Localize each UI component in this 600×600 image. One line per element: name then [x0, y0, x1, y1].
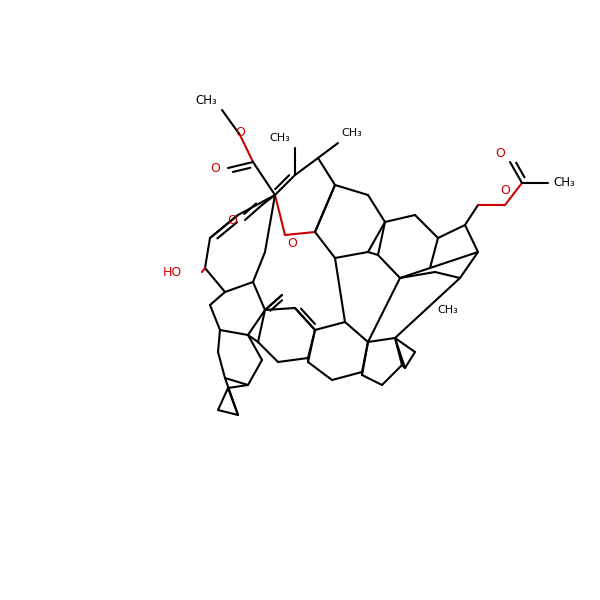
Text: CH₃: CH₃: [553, 176, 575, 190]
Text: CH₃: CH₃: [269, 133, 290, 143]
Text: O: O: [227, 214, 237, 226]
Text: CH₃: CH₃: [437, 305, 458, 315]
Text: CH₃: CH₃: [341, 128, 362, 138]
Text: O: O: [235, 127, 245, 139]
Text: CH₃: CH₃: [195, 94, 217, 107]
Text: O: O: [500, 184, 510, 197]
Text: HO: HO: [163, 265, 182, 278]
Text: O: O: [287, 237, 297, 250]
Text: O: O: [210, 161, 220, 175]
Text: O: O: [495, 147, 505, 160]
